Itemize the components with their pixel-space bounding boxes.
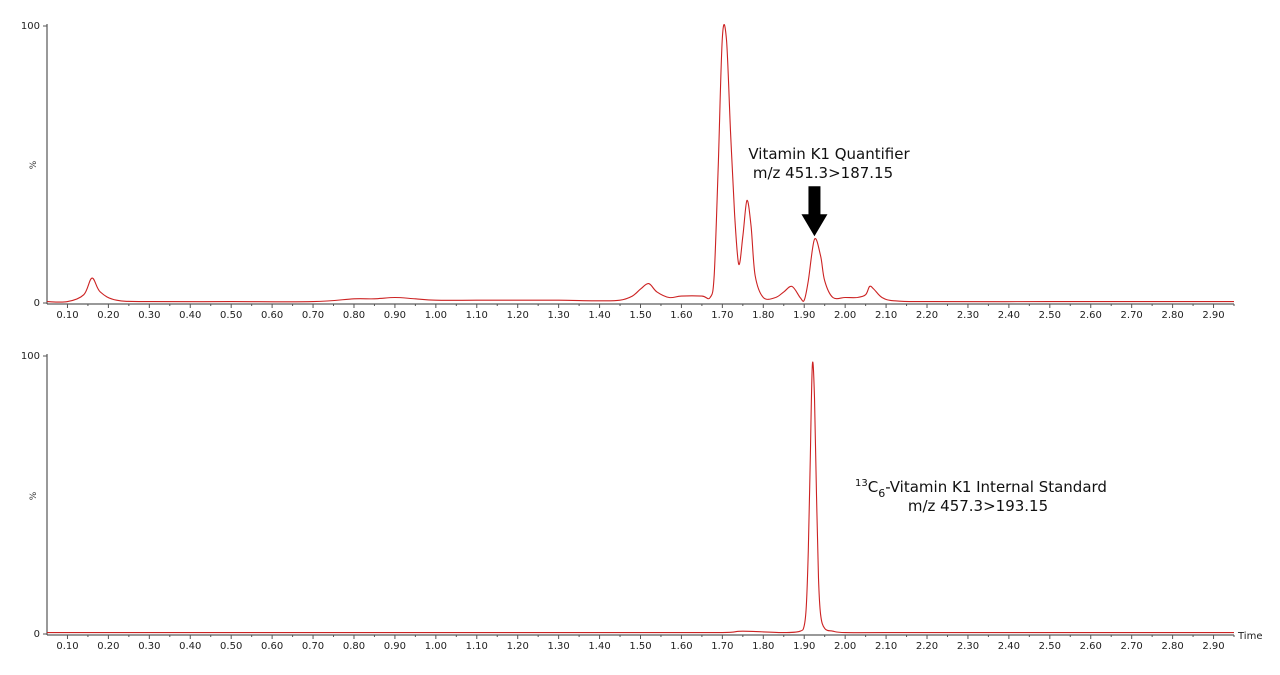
- x-tick-label-top: 2.80: [1161, 310, 1183, 321]
- x-tick-label-top: 0.30: [138, 310, 160, 321]
- internal-standard-annotation-title: 13C6-Vitamin K1 Internal Standard: [855, 478, 1107, 500]
- x-tick-label-top: 2.60: [1080, 310, 1102, 321]
- x-tick-label-bottom: 2.30: [957, 641, 979, 652]
- isotope-element: C: [868, 478, 878, 496]
- internal-standard-chromatogram-panel: 100 0 % Time 0.10 0.20 0.30 0.40 0.50 0.60 0.7…: [21, 351, 1263, 652]
- x-tick-label-top: 2.50: [1039, 310, 1061, 321]
- isotope-subscript: 6: [878, 487, 885, 500]
- y-tick-label-top-100: 100: [21, 21, 40, 32]
- x-tick-label-top: 1.10: [466, 310, 488, 321]
- internal-standard-annotation-mz: m/z 457.3>193.15: [908, 497, 1048, 515]
- x-tick-label-top: 1.50: [629, 310, 651, 321]
- x-tick-label-bottom: 1.20: [507, 641, 529, 652]
- x-tick-label-top: 1.30: [548, 310, 570, 321]
- y-tick-label-top-0: 0: [34, 298, 40, 309]
- x-tick-label-bottom: 0.20: [97, 641, 119, 652]
- quantifier-annotation-title: Vitamin K1 Quantifier: [748, 145, 910, 163]
- x-tick-label-bottom: 0.30: [138, 641, 160, 652]
- isotope-superscript: 13: [855, 478, 868, 489]
- x-tick-label-top: 2.70: [1121, 310, 1143, 321]
- x-tick-label-top: 2.30: [957, 310, 979, 321]
- x-tick-label-bottom: 2.70: [1121, 641, 1143, 652]
- x-tick-label-bottom: 2.20: [916, 641, 938, 652]
- x-axis-label-time: Time: [1237, 631, 1262, 642]
- x-tick-label-top: 0.80: [343, 310, 365, 321]
- x-tick-label-top: 0.70: [302, 310, 324, 321]
- quantifier-annotation-mz: m/z 451.3>187.15: [753, 164, 893, 182]
- x-tick-label-top: 2.00: [834, 310, 856, 321]
- x-tick-label-top: 1.70: [711, 310, 733, 321]
- y-tick-label-bottom-0: 0: [34, 629, 40, 640]
- quantifier-trace-line: [46, 24, 1234, 303]
- x-tick-label-top: 1.60: [670, 310, 692, 321]
- x-tick-label-top: 0.20: [97, 310, 119, 321]
- internal-standard-name: -Vitamin K1 Internal Standard: [885, 478, 1107, 496]
- x-tick-label-bottom: 1.10: [466, 641, 488, 652]
- x-tick-label-top: 2.40: [998, 310, 1020, 321]
- x-tick-label-bottom: 0.90: [384, 641, 406, 652]
- x-tick-label-bottom: 2.80: [1161, 641, 1183, 652]
- x-tick-label-bottom: 1.40: [588, 641, 610, 652]
- x-tick-label-top: 0.90: [384, 310, 406, 321]
- x-tick-label-bottom: 1.70: [711, 641, 733, 652]
- x-tick-label-top: 1.20: [507, 310, 529, 321]
- x-tick-label-bottom: 1.00: [425, 641, 447, 652]
- x-tick-label-bottom: 0.10: [56, 641, 78, 652]
- x-tick-label-top: 1.80: [752, 310, 774, 321]
- x-tick-label-top: 2.20: [916, 310, 938, 321]
- x-tick-label-bottom: 2.00: [834, 641, 856, 652]
- internal-standard-annotation: 13C6-Vitamin K1 Internal Standard m/z 45…: [855, 478, 1107, 515]
- x-tick-label-top: 1.40: [588, 310, 610, 321]
- x-tick-label-bottom: 2.60: [1080, 641, 1102, 652]
- x-tick-label-top: 1.90: [793, 310, 815, 321]
- y-axis-label-bottom: %: [29, 491, 39, 500]
- x-tick-label-top: 2.10: [875, 310, 897, 321]
- x-tick-label-top: 1.00: [425, 310, 447, 321]
- x-tick-label-bottom: 0.80: [343, 641, 365, 652]
- x-tick-label-bottom: 2.90: [1202, 641, 1224, 652]
- down-arrow-icon: [801, 186, 828, 237]
- x-tick-label-top: 0.40: [179, 310, 201, 321]
- y-axis-label-top: %: [29, 160, 39, 169]
- x-tick-label-bottom: 1.80: [752, 641, 774, 652]
- x-tick-label-top: 2.90: [1202, 310, 1224, 321]
- x-tick-label-bottom: 2.50: [1039, 641, 1061, 652]
- quantifier-annotation: Vitamin K1 Quantifier m/z 451.3>187.15: [748, 145, 910, 237]
- x-tick-label-bottom: 1.50: [629, 641, 651, 652]
- x-ticks-top: 0.10 0.20 0.30 0.40 0.50 0.60 0.70 0.80 0.90 1.00…: [56, 304, 1235, 321]
- x-tick-label-top: 0.10: [56, 310, 78, 321]
- x-tick-label-bottom: 2.40: [998, 641, 1020, 652]
- x-ticks-bottom: 0.10 0.20 0.30 0.40 0.50 0.60 0.70 0.80 0.90 1.00…: [56, 635, 1235, 652]
- x-tick-label-bottom: 1.60: [670, 641, 692, 652]
- x-tick-label-bottom: 0.50: [220, 641, 242, 652]
- x-tick-label-top: 0.60: [261, 310, 283, 321]
- y-tick-label-bottom-100: 100: [21, 351, 40, 362]
- x-tick-label-top: 0.50: [220, 310, 242, 321]
- x-tick-label-bottom: 2.10: [875, 641, 897, 652]
- x-tick-label-bottom: 0.40: [179, 641, 201, 652]
- internal-standard-trace-line: [47, 361, 1234, 634]
- x-tick-label-bottom: 1.90: [793, 641, 815, 652]
- x-tick-label-bottom: 1.30: [548, 641, 570, 652]
- x-tick-label-bottom: 0.70: [302, 641, 324, 652]
- x-tick-label-bottom: 0.60: [261, 641, 283, 652]
- quantifier-chromatogram-panel: 100 0 % 0.10 0.20 0.30 0.40 0.50 0.60 0.70 0.80…: [21, 21, 1235, 321]
